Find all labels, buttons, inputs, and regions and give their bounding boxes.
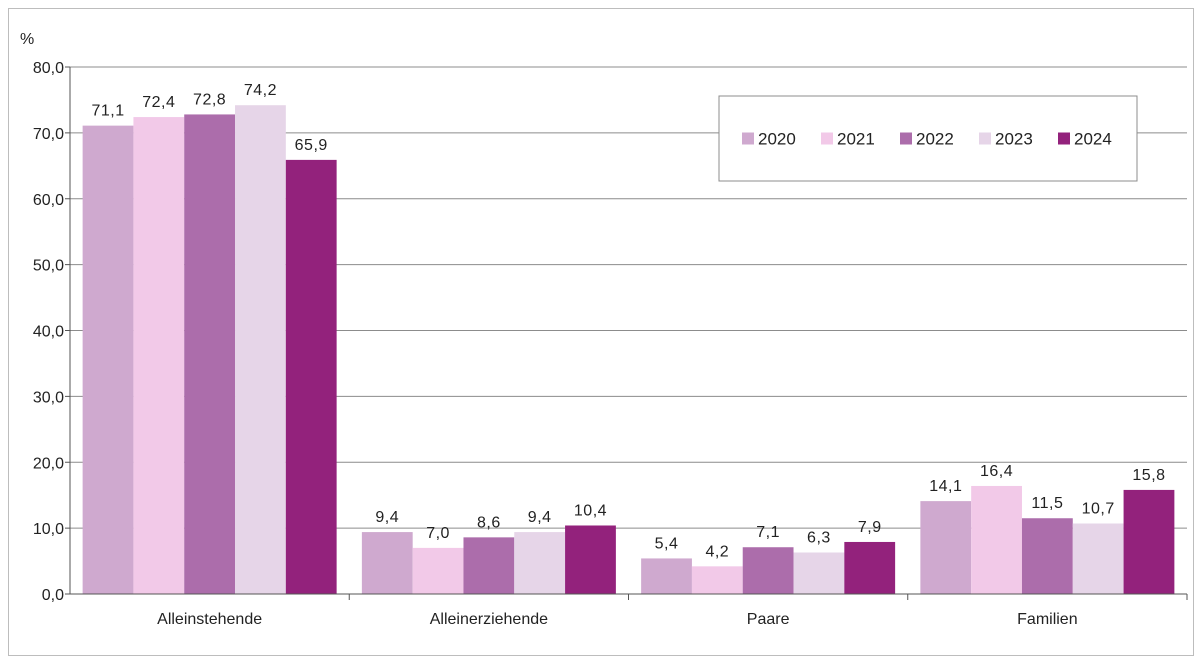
bar-2023-familien: [1072, 523, 1124, 594]
legend: 2020 2021 2022 2023 2024: [718, 95, 1138, 182]
legend-label: 2021: [837, 130, 875, 149]
y-tick-label: 20,0: [33, 455, 64, 472]
data-label: 10,7: [1082, 501, 1115, 518]
data-label: 9,4: [375, 509, 399, 526]
data-label: 65,9: [295, 137, 328, 154]
x-category-label: Alleinstehende: [157, 611, 262, 628]
y-tick-label: 0,0: [42, 587, 64, 604]
data-label: 9,4: [528, 509, 552, 526]
y-tick-label: 80,0: [33, 60, 64, 77]
bar-2024-paare: [844, 541, 896, 594]
data-label: 4,2: [705, 543, 729, 560]
bar-2020-alleinstehende: [82, 125, 134, 594]
data-label: 5,4: [655, 535, 679, 552]
bar-2022-alleinerziehende: [463, 537, 515, 594]
data-label: 74,2: [244, 82, 277, 99]
data-label: 10,4: [574, 502, 607, 519]
chart-frame: [8, 8, 1194, 656]
bar-2020-familien: [920, 501, 972, 594]
legend-swatch: [1058, 132, 1070, 145]
data-label: 14,1: [929, 478, 962, 495]
data-label: 7,9: [858, 519, 882, 536]
bar-2024-alleinstehende: [285, 159, 337, 595]
legend-label: 2022: [916, 130, 954, 149]
bar-2023-paare: [793, 552, 845, 594]
x-category-label: Alleinerziehende: [430, 611, 548, 628]
axes: 0,0 10,0 20,0 30,0 40,0 50,0 60,0 70,0 80,0 Allei…: [33, 60, 1188, 628]
data-label: 7,0: [426, 525, 450, 542]
bars: [82, 105, 1175, 595]
legend-label: 2023: [995, 130, 1033, 149]
bar-2022-paare: [742, 547, 794, 594]
legend-swatch: [742, 132, 754, 145]
bar-2022-familien: [1021, 518, 1073, 594]
bar-2024-familien: [1123, 489, 1175, 594]
bar-2021-alleinstehende: [133, 117, 185, 594]
data-label: 8,6: [477, 514, 501, 531]
y-tick-label: 10,0: [33, 521, 64, 538]
data-label: 11,5: [1031, 495, 1063, 512]
data-label: 15,8: [1132, 467, 1165, 484]
data-label: 16,4: [980, 463, 1013, 480]
y-tick-label: 50,0: [33, 258, 64, 275]
data-labels: 71,1 72,4 72,8 74,2 65,9 9,4 7,0 8,6 9,4 10,4 5,4 4…: [91, 82, 1165, 560]
data-label: 72,4: [142, 94, 175, 111]
legend-label: 2020: [758, 130, 796, 149]
bar-2023-alleinerziehende: [514, 532, 566, 594]
bar-2024-alleinerziehende: [565, 525, 616, 594]
y-tick-label: 70,0: [33, 126, 64, 143]
bar-2021-alleinerziehende: [412, 547, 464, 594]
data-label: 71,1: [91, 103, 124, 120]
legend-swatch: [821, 132, 833, 145]
data-label: 6,3: [807, 529, 831, 546]
bar-2022-alleinstehende: [184, 114, 236, 595]
bar-2023-alleinstehende: [235, 105, 286, 595]
y-tick-label: 60,0: [33, 192, 64, 209]
bar-2021-familien: [971, 485, 1022, 594]
legend-label: 2024: [1074, 130, 1112, 149]
data-label: 72,8: [193, 91, 226, 108]
y-axis-unit-label: %: [20, 31, 34, 48]
legend-swatch: [979, 132, 991, 145]
legend-swatch: [900, 132, 912, 145]
y-tick-label: 30,0: [33, 389, 64, 406]
data-label: 7,1: [756, 524, 780, 541]
x-category-label: Familien: [1017, 611, 1077, 628]
bar-2020-alleinerziehende: [361, 532, 413, 594]
y-tick-label: 40,0: [33, 324, 64, 341]
bar-2020-paare: [641, 558, 692, 594]
bar-2021-paare: [691, 566, 743, 594]
x-category-label: Paare: [747, 611, 790, 628]
